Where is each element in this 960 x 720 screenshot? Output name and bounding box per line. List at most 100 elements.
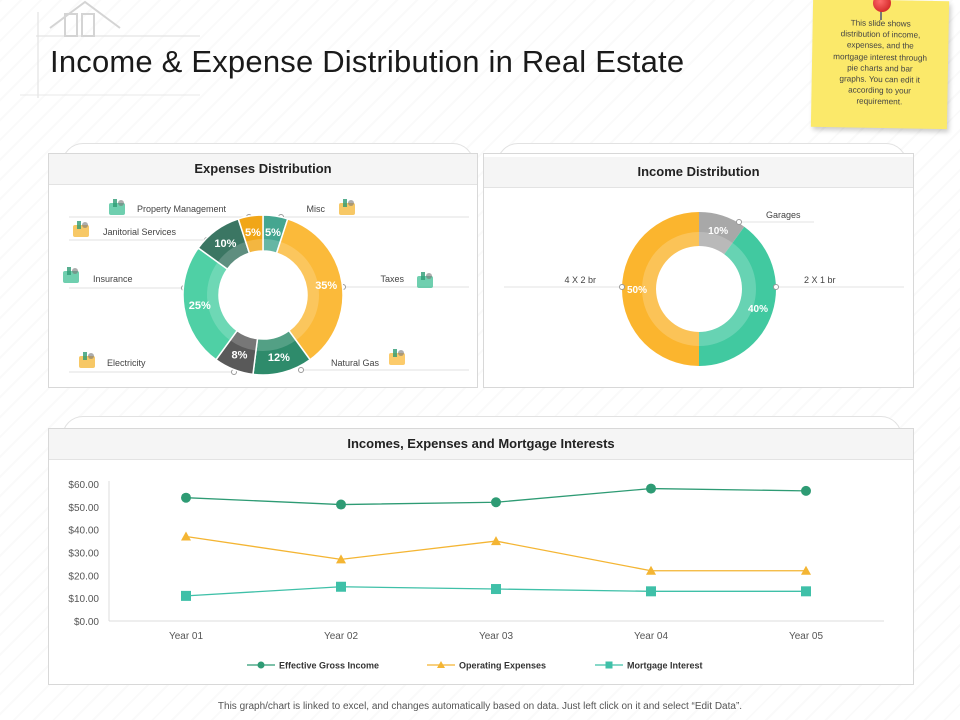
y-tick-label: $10.00 [68, 594, 99, 605]
data-label-2-x-1-br: 40% [748, 304, 768, 315]
data-point-mortgage-interest [491, 584, 501, 595]
y-tick-label: $40.00 [68, 526, 99, 537]
y-tick-label: $0.00 [74, 617, 99, 628]
income-expense-line-chart[interactable]: $0.00 $10.00 $20.00 $30.00 $40.00 $50.00 $60.0… [49, 429, 913, 684]
data-label-insurance: 25% [189, 300, 211, 312]
legend-marker [257, 661, 265, 669]
footer-note: This graph/chart is linked to excel, and… [217, 701, 743, 712]
slice-inner-band [217, 241, 250, 270]
data-point-mortgage-interest [336, 581, 346, 592]
legend-item-operating-expenses: Operating Expenses [427, 661, 546, 671]
icon-detail [393, 349, 397, 357]
line-chart-panel[interactable]: Incomes, Expenses and Mortgage Interests… [48, 428, 914, 685]
slice-inner-band [642, 232, 699, 346]
data-point-effective-gross-income [646, 483, 656, 494]
slice-inner-band [245, 239, 263, 254]
expenses-panel[interactable]: Expenses Distribution 5% 35% 12% 8% 25% 10% 5%… [48, 153, 478, 388]
data-label-4-x-2-br: 50% [627, 285, 647, 296]
hand-money-icon [417, 272, 433, 288]
data-label-taxes: 35% [315, 280, 337, 292]
icon-detail [67, 267, 71, 275]
house-icon [79, 352, 95, 368]
icon-accent [348, 200, 354, 206]
y-tick-label: $60.00 [68, 480, 99, 491]
slice-garages [699, 212, 745, 255]
data-label-janitorial-services: 10% [214, 238, 236, 250]
category-label-taxes: Taxes [380, 274, 404, 284]
leader-dot-4-x-2-br [619, 284, 625, 290]
data-point-effective-gross-income [181, 492, 191, 503]
slice-4-x-2-br [622, 212, 699, 366]
page-title: Income & Expense Distribution in Real Es… [50, 44, 685, 79]
legend-label: Effective Gross Income [279, 661, 379, 671]
y-tick-label: $50.00 [68, 503, 99, 514]
category-label-janitorial-services: Janitorial Services [103, 227, 177, 237]
data-point-effective-gross-income [801, 485, 811, 496]
data-label-natural-gas: 12% [268, 352, 290, 364]
data-point-operating-expenses [336, 554, 346, 564]
icon-detail [421, 272, 425, 280]
slice-inner-band [207, 262, 238, 341]
x-tick-label-year-02: Year 02 [324, 631, 359, 642]
data-point-mortgage-interest [801, 586, 811, 597]
data-point-operating-expenses [491, 536, 501, 546]
icon-detail [77, 221, 81, 229]
bar-chart-icon [339, 199, 355, 215]
tax-icon [73, 221, 89, 237]
leader-dot-natural-gas [298, 367, 304, 373]
legend-item-effective-gross-income: Effective Gross Income [247, 661, 379, 671]
slice-inner-band [255, 330, 296, 351]
data-label-misc: 5% [265, 227, 281, 239]
icon-detail [113, 199, 117, 207]
category-label-garages: Garages [766, 210, 801, 220]
data-label-electricity: 8% [231, 350, 247, 362]
y-tick-label: $20.00 [68, 571, 99, 582]
icon-accent [398, 350, 404, 356]
leader-dot-garages [736, 219, 742, 225]
category-label-property-management: Property Management [137, 204, 227, 214]
push-pin-icon [873, 0, 891, 12]
icon-accent [118, 200, 124, 206]
legend-label: Operating Expenses [459, 661, 546, 671]
slice-taxes [275, 217, 344, 361]
line-chart-panel-title: Incomes, Expenses and Mortgage Interests [49, 429, 913, 460]
x-tick-label-year-04: Year 04 [634, 631, 669, 642]
category-label-electricity: Electricity [107, 358, 146, 368]
income-panel-title: Income Distribution [484, 157, 913, 188]
leader-dot-2-x-1-br [773, 284, 779, 290]
category-label-insurance: Insurance [93, 274, 133, 284]
slice-property-management [237, 214, 264, 255]
category-label-2-x-1-br: 2 X 1 br [804, 275, 836, 285]
category-label-natural-gas: Natural Gas [331, 358, 380, 368]
legend-item-mortgage-interest: Mortgage Interest [595, 661, 703, 671]
income-donut-chart[interactable]: 10% 40% 50% Garages 2 X 1 br 4 X 2 br [484, 154, 913, 387]
bar-chart-icon [63, 267, 79, 283]
data-point-operating-expenses [801, 565, 811, 575]
data-point-effective-gross-income [491, 497, 501, 508]
slice-inner-band [276, 241, 320, 341]
icon-accent [82, 222, 88, 228]
legend-marker [605, 661, 613, 669]
fuel-can-icon [109, 199, 125, 215]
y-tick-label: $30.00 [68, 549, 99, 560]
slice-inner-band [230, 330, 258, 351]
expenses-panel-title: Expenses Distribution [49, 154, 477, 185]
legend-marker [437, 661, 445, 668]
slice-inner-band [263, 239, 281, 254]
category-label-misc: Misc [307, 204, 326, 214]
expenses-donut-chart[interactable]: 5% 35% 12% 8% 25% 10% 5% Misc Taxes Natural Gas El… [49, 154, 477, 387]
icon-detail [343, 199, 347, 207]
slice-inner-band [699, 232, 733, 255]
slice-2-x-1-br [699, 226, 776, 366]
legend-label: Mortgage Interest [627, 661, 703, 671]
data-point-operating-expenses [181, 531, 191, 541]
house-logo-icon [20, 0, 200, 98]
data-point-mortgage-interest [646, 586, 656, 597]
icon-detail [83, 352, 87, 360]
icon-accent [88, 353, 94, 359]
data-label-property-management: 5% [245, 227, 261, 239]
data-label-garages: 10% [708, 226, 728, 237]
income-panel[interactable]: Income Distribution 10% 40% 50% Garages 2 X … [483, 153, 914, 388]
icon-accent [72, 268, 78, 274]
x-tick-label-year-03: Year 03 [479, 631, 514, 642]
